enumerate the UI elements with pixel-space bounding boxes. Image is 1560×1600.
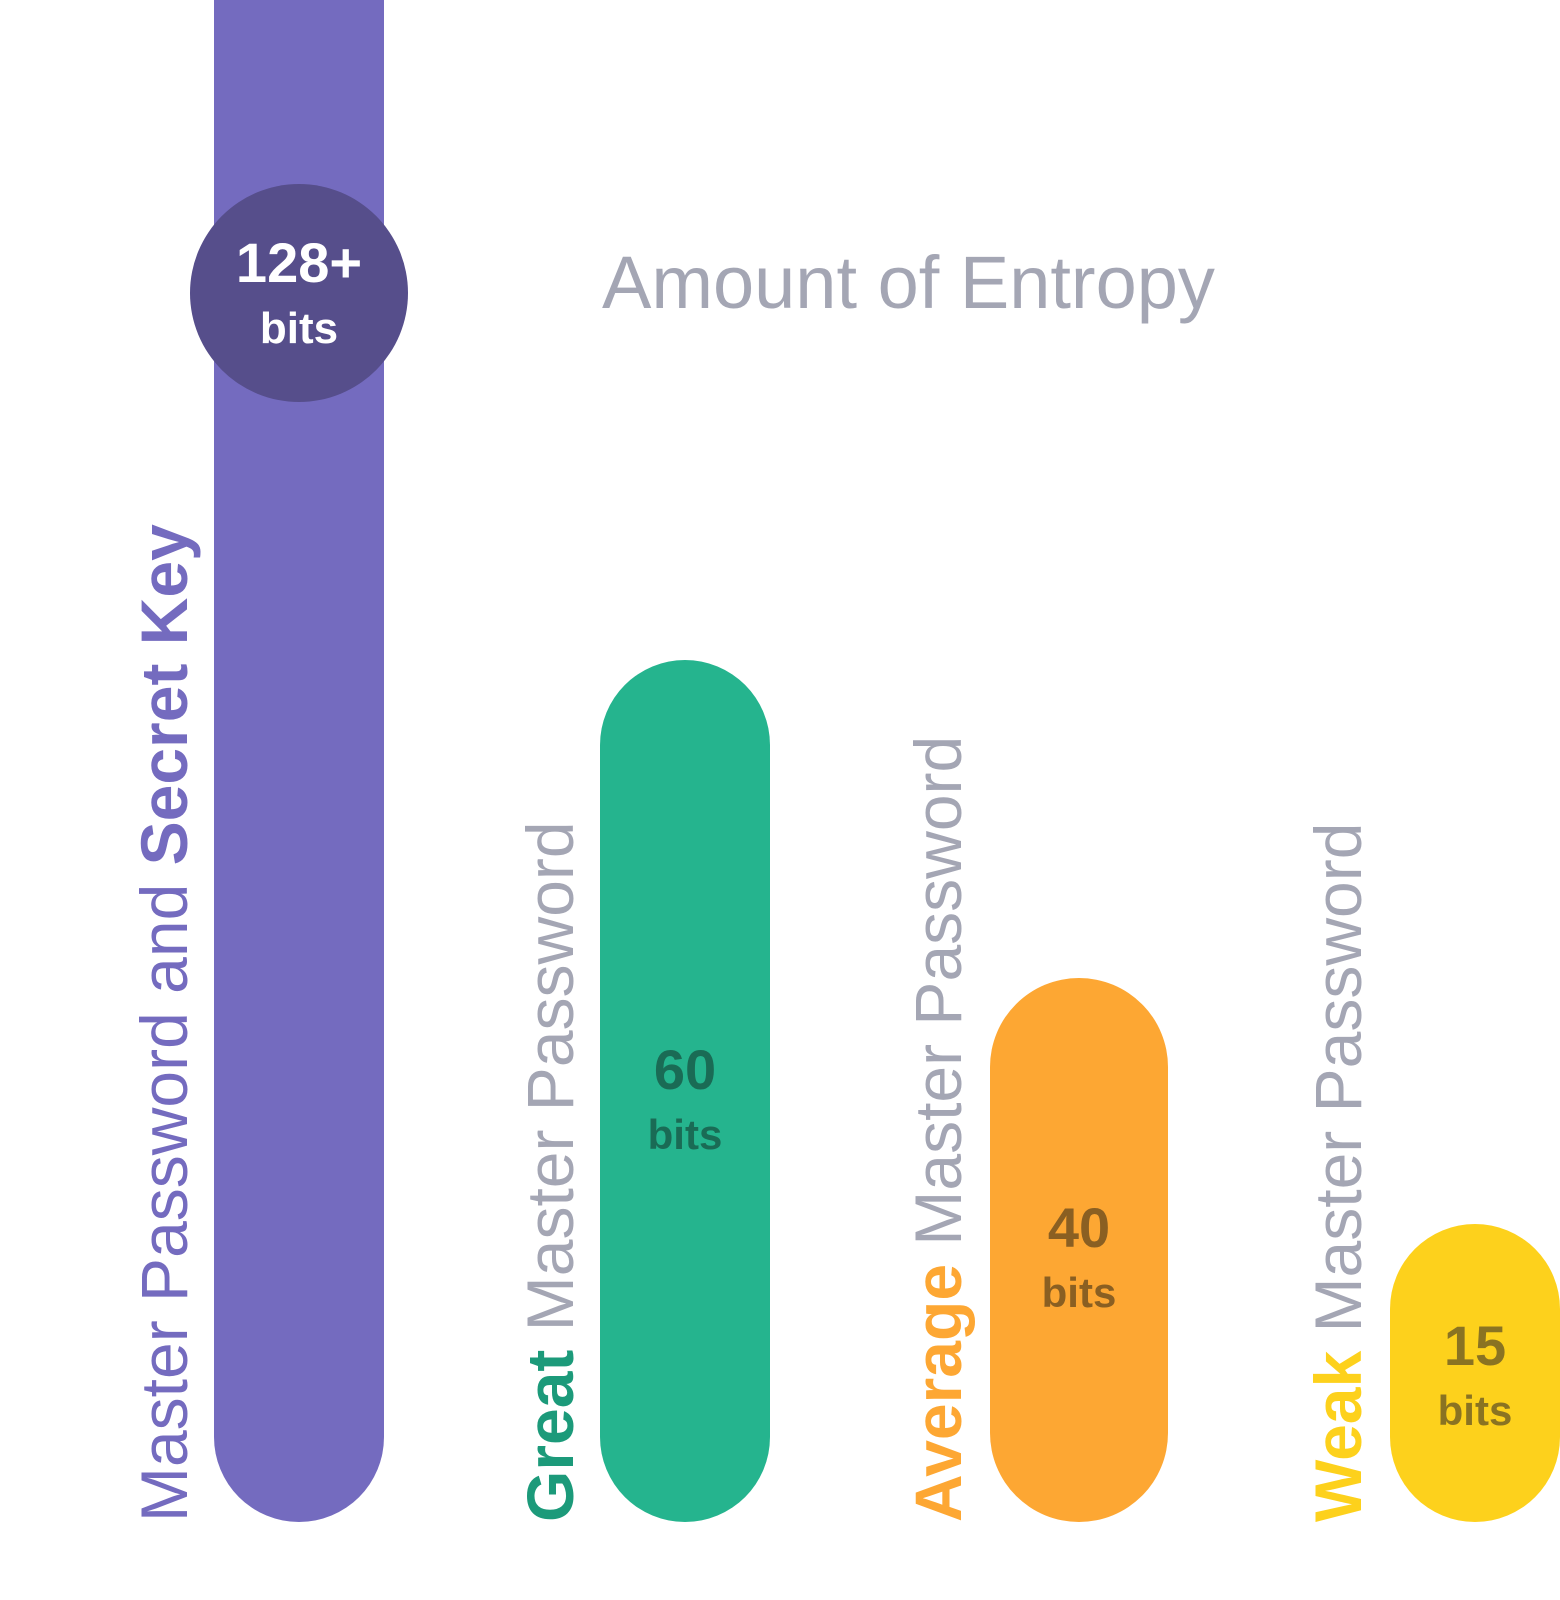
category-label-great: Great Master Password [513,821,587,1522]
value-number-great: 60 [653,1038,717,1101]
value-unit-average: bits [1041,1269,1117,1316]
category-label-part-great-0: Great [513,1349,587,1522]
bar-great [600,660,770,1522]
category-label-part-average-0: Average [901,1263,975,1522]
value-label-average: 40 bits [990,1190,1168,1324]
category-label-part-secret-key-1: Secret Key [127,524,201,866]
chart-title: Amount of Entropy [602,241,1215,324]
bar-weak [1390,1224,1560,1522]
bar-average [990,978,1168,1522]
category-label-secret-key: Master Password and Secret Key [127,524,201,1522]
category-label-average: Average Master Password [901,736,975,1522]
value-number-secret-key: 128+ [235,231,363,294]
category-label-weak: Weak Master Password [1301,823,1375,1522]
value-unit-weak: bits [1437,1387,1513,1434]
category-label-part-weak-0: Weak [1301,1350,1375,1522]
category-label-part-great-1: Master Password [513,821,587,1350]
category-label-part-average-1: Master Password [901,735,975,1264]
category-label-part-weak-1: Master Password [1301,822,1375,1351]
value-unit-great: bits [647,1111,723,1158]
value-number-average: 40 [1047,1196,1111,1259]
category-label-part-secret-key-0: Master Password and [127,865,201,1522]
value-label-great: 60 bits [600,1031,770,1167]
value-number-weak: 15 [1443,1314,1507,1377]
value-unit-secret-key: bits [259,304,339,353]
value-label-weak: 15 bits [1390,1308,1560,1442]
value-label-secret-key: 128+ bits [190,184,408,402]
